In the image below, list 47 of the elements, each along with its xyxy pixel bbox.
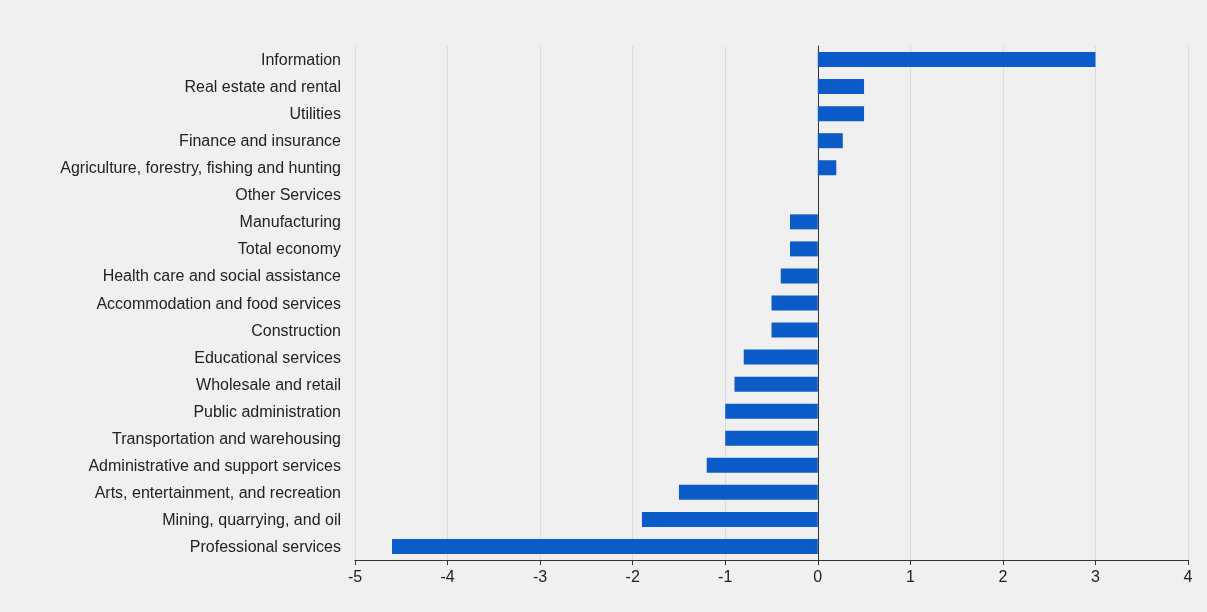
y-tick-label: Educational services	[194, 348, 341, 366]
bar	[678, 484, 818, 500]
y-tick-label: Manufacturing	[239, 213, 341, 231]
bar	[641, 511, 818, 527]
x-tick-label: 1	[905, 567, 915, 585]
x-tick-label: -4	[440, 567, 455, 585]
bar	[790, 241, 818, 257]
bar	[780, 268, 818, 284]
y-tick-label: Other Services	[235, 186, 341, 204]
x-tick-label: -5	[347, 567, 363, 585]
x-tick-label: 0	[813, 567, 823, 585]
y-tick-label: Total economy	[237, 240, 341, 258]
bar	[706, 457, 818, 473]
y-tick-label: Finance and insurance	[179, 132, 342, 150]
y-tick-label: Health care and social assistance	[102, 267, 342, 285]
y-tick-label: Real estate and rental	[184, 78, 341, 96]
bar	[734, 376, 818, 392]
bar	[725, 403, 818, 419]
x-tick-label: -2	[625, 567, 640, 585]
y-tick-label: Arts, entertainment, and recreation	[94, 483, 341, 501]
x-tick-label: -1	[718, 567, 733, 585]
y-tick-label: Administrative and support services	[88, 456, 341, 474]
bar	[817, 160, 837, 176]
bar	[725, 430, 818, 446]
x-tick-label: 2	[998, 567, 1008, 585]
bar	[817, 79, 865, 95]
bar	[790, 214, 818, 230]
y-tick-label: Agriculture, forestry, fishing and hunting	[60, 159, 341, 177]
x-tick-label: 4	[1183, 567, 1193, 585]
x-tick-label: 3	[1090, 567, 1100, 585]
x-tick-label: -3	[532, 567, 548, 585]
y-tick-label: Professional services	[189, 537, 341, 555]
y-tick-label: Transportation and warehousing	[112, 429, 341, 447]
bar	[392, 538, 818, 554]
bar	[817, 133, 843, 149]
bar	[817, 52, 1096, 68]
bar	[743, 349, 818, 365]
y-tick-label: Information	[260, 51, 341, 69]
bar	[771, 322, 818, 338]
y-tick-label: Accommodation and food services	[96, 294, 341, 312]
y-tick-label: Construction	[251, 321, 341, 339]
y-tick-label: Wholesale and retail	[196, 375, 341, 393]
y-tick-label: Mining, quarrying, and oil	[162, 510, 341, 528]
y-tick-label: Utilities	[289, 105, 341, 123]
bar	[817, 106, 865, 122]
bar	[771, 295, 818, 311]
y-tick-label: Public administration	[193, 402, 341, 420]
